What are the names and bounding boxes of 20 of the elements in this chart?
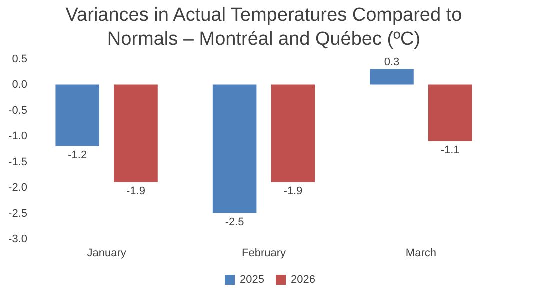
chart-title: Variances in Actual Temperatures Compared to Normals – Montréal and Québec (ºC) (66, 5, 462, 50)
y-tick-label: 0.0 (12, 79, 28, 92)
legend-label: 2026 (291, 274, 316, 286)
legend-label: 2025 (240, 274, 264, 286)
y-tick-label: -1.0 (8, 130, 28, 143)
data-label: -2.5 (225, 216, 244, 228)
y-tick-label: -1.5 (8, 156, 28, 168)
y-tick-label: -3.0 (8, 234, 28, 246)
data-label: -1.9 (284, 185, 303, 198)
y-tick-label: -0.5 (8, 104, 28, 117)
x-tick-label: February (242, 248, 286, 260)
data-label: -1.9 (126, 185, 146, 198)
data-label: -1.2 (68, 149, 88, 162)
y-tick-label: -2.5 (8, 208, 28, 220)
x-tick-label: January (87, 248, 127, 260)
y-tick-label: -2.0 (8, 182, 28, 194)
x-tick-label: March (406, 248, 436, 260)
data-label: 0.3 (384, 56, 400, 68)
data-label: -1.1 (440, 144, 460, 156)
y-tick-label: 0.5 (12, 54, 28, 66)
